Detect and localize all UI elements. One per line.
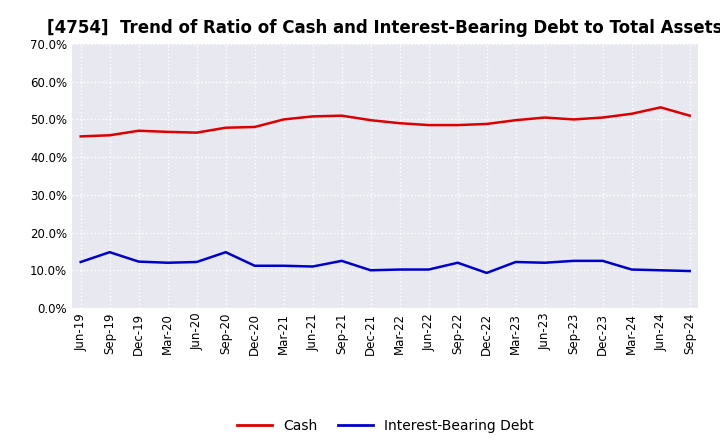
Interest-Bearing Debt <box>482 270 491 275</box>
Interest-Bearing Debt <box>338 258 346 264</box>
Legend: Cash, Interest-Bearing Debt: Cash, Interest-Bearing Debt <box>231 413 539 438</box>
Interest-Bearing Debt <box>598 258 607 264</box>
Interest-Bearing Debt <box>366 268 375 273</box>
Cash <box>192 130 201 135</box>
Cash <box>135 128 143 133</box>
Interest-Bearing Debt <box>541 260 549 265</box>
Cash <box>424 122 433 128</box>
Cash <box>366 117 375 123</box>
Cash <box>685 113 694 118</box>
Interest-Bearing Debt <box>454 260 462 265</box>
Cash <box>627 111 636 117</box>
Interest-Bearing Debt <box>135 259 143 264</box>
Interest-Bearing Debt <box>570 258 578 264</box>
Interest-Bearing Debt <box>627 267 636 272</box>
Cash <box>657 105 665 110</box>
Interest-Bearing Debt <box>395 267 404 272</box>
Cash <box>570 117 578 122</box>
Interest-Bearing Debt <box>163 260 172 265</box>
Interest-Bearing Debt <box>105 249 114 255</box>
Cash <box>163 129 172 135</box>
Cash <box>454 122 462 128</box>
Interest-Bearing Debt <box>657 268 665 273</box>
Line: Interest-Bearing Debt: Interest-Bearing Debt <box>81 252 690 273</box>
Interest-Bearing Debt <box>308 264 317 269</box>
Interest-Bearing Debt <box>221 249 230 255</box>
Interest-Bearing Debt <box>192 259 201 264</box>
Interest-Bearing Debt <box>511 259 520 264</box>
Cash <box>308 114 317 119</box>
Cash <box>76 134 85 139</box>
Cash <box>541 115 549 120</box>
Interest-Bearing Debt <box>685 268 694 274</box>
Cash <box>251 125 259 130</box>
Line: Cash: Cash <box>81 107 690 136</box>
Cash <box>105 132 114 138</box>
Cash <box>338 113 346 118</box>
Interest-Bearing Debt <box>251 263 259 268</box>
Title: [4754]  Trend of Ratio of Cash and Interest-Bearing Debt to Total Assets: [4754] Trend of Ratio of Cash and Intere… <box>48 19 720 37</box>
Interest-Bearing Debt <box>76 259 85 264</box>
Interest-Bearing Debt <box>279 263 288 268</box>
Cash <box>482 121 491 127</box>
Interest-Bearing Debt <box>424 267 433 272</box>
Cash <box>279 117 288 122</box>
Cash <box>221 125 230 130</box>
Cash <box>598 115 607 120</box>
Cash <box>511 117 520 123</box>
Cash <box>395 121 404 126</box>
